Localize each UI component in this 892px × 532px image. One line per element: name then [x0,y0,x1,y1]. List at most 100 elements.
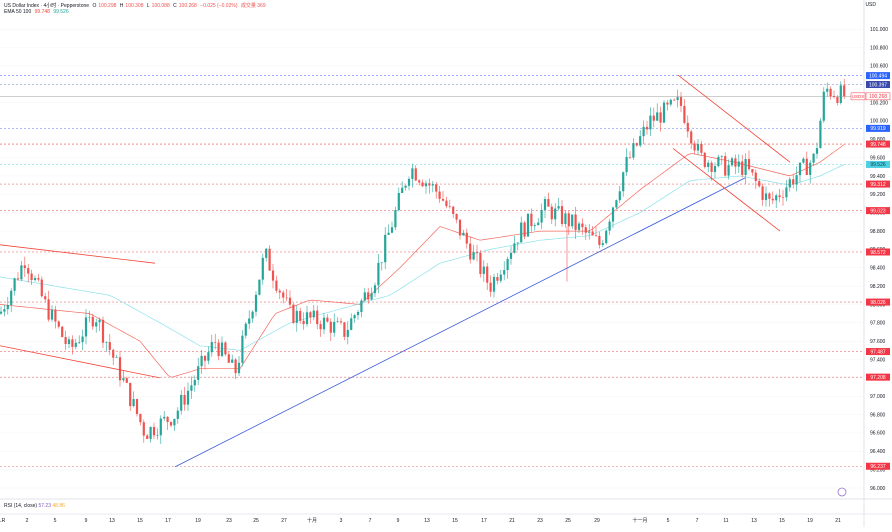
candle-body [322,317,326,330]
low-value: 100.088 [151,3,170,9]
candle-body [261,257,264,280]
price-tag-text: 97.487 [870,349,886,355]
candle-body [635,143,638,146]
ema-label: EMA 50 100 [4,9,32,15]
candle-body [217,342,220,357]
candle-body [57,321,60,327]
candle-body [44,296,47,300]
candle-body [839,85,842,103]
price-tag-bg [866,140,890,148]
high-label: H [119,3,124,9]
candle-body [656,112,659,121]
x-tick-label: 十一月 [632,517,647,524]
candle-body [741,161,744,175]
y-tick-label: 98.400 [870,266,886,272]
candle-body [632,143,635,158]
candle-body [363,292,366,301]
candle-body [754,172,757,182]
x-tick-label: 15 [452,518,458,524]
y-tick-label: 99.400 [870,174,886,180]
candle-body [81,336,84,343]
price-tag-bg [866,180,890,188]
price-tag-bg [866,248,890,256]
candle-body [108,342,111,350]
candle-body [455,213,458,220]
grid [0,28,864,489]
candle-body [411,168,414,179]
candle-body [594,235,598,236]
candle-body [499,274,502,281]
legend-line-1: US Dollar Index · 4小时 · Pepperstone O 100… [4,2,268,9]
candle-body [169,421,173,426]
candle-body [509,252,513,259]
candle-body [356,311,360,316]
candle-body [533,225,536,227]
y-tick-label: 97.000 [870,394,886,400]
candle-body [703,152,706,168]
candle-body [724,156,727,176]
candle-body [207,352,210,361]
y-tick-label: 98.200 [870,284,886,290]
candle-body [10,290,13,305]
candle-body [254,294,258,312]
x-tick-label: 19 [195,518,201,524]
change-value: −0.025 (−0.02%) [200,3,238,9]
candle-body [404,185,407,188]
price-tag-text: 98.572 [870,250,886,256]
candle-body [652,115,655,121]
price-tag-text: 100.397 [869,82,887,88]
candle-body [414,168,417,181]
candle-body [751,169,754,173]
candle-body [54,309,57,322]
candle-body [611,207,615,222]
price-tag-text: 100.494 [869,73,887,79]
candle-body [401,187,404,193]
candle-body [642,126,645,137]
candle-body [397,192,400,211]
price-tag-bg [866,72,890,80]
candle-body [394,210,397,228]
candle-body [662,102,666,123]
price-tag-text: 99.748 [870,142,886,148]
candle-body [152,427,156,436]
trendline-wedge-top [677,74,791,163]
price-tag-text: 99.919 [870,126,886,132]
candle-body [67,339,71,345]
candle-body [30,273,33,281]
candle-body [370,293,373,300]
high-value: 100.308 [125,3,144,9]
price-tag-bg [865,92,891,101]
candle-body [418,180,421,183]
candle-body [584,227,587,233]
candle-body [309,312,312,318]
candle-body [710,162,713,172]
candle-body [448,206,451,207]
candle-body [819,120,822,149]
candle-body [775,195,778,201]
candle-body [40,279,43,297]
candle-body [428,183,431,186]
candle-body [23,265,26,269]
candle-body [64,337,67,345]
candle-body [805,158,808,175]
x-tick-label: LR [0,518,6,524]
x-tick-label: 13 [424,518,430,524]
candle-body [526,213,530,237]
x-tick-label: 2 [26,518,29,524]
x-tick-label: 23 [226,518,232,524]
trendline-wedge-bottom [672,148,781,232]
candle-body [37,278,40,280]
candle-body [275,280,278,291]
candle-body [812,153,815,163]
candle-body [441,198,445,201]
y-tick-label: 96.200 [870,467,886,473]
candle-body [74,342,77,347]
candle-body [61,326,64,338]
candle-body [146,435,149,439]
candle-body [669,99,672,105]
candle-body [265,248,268,258]
